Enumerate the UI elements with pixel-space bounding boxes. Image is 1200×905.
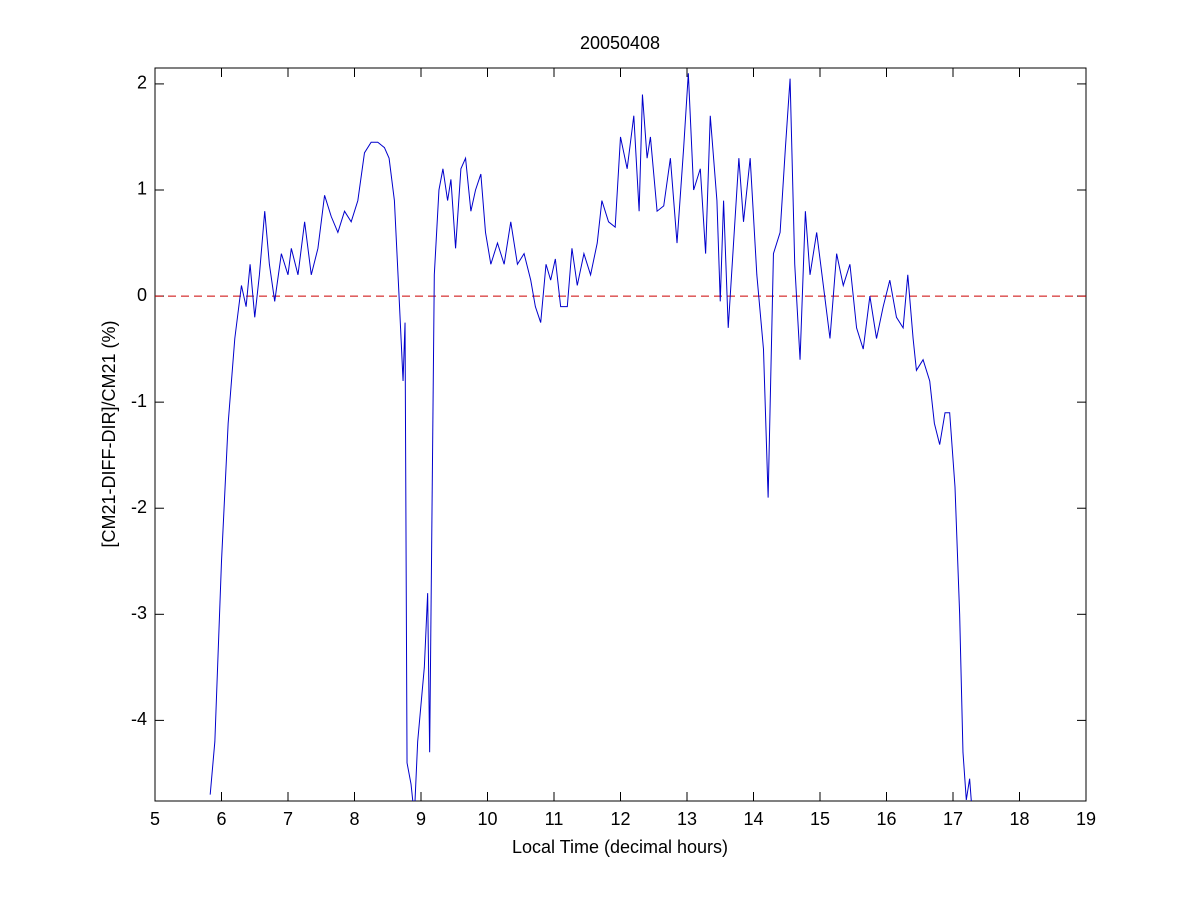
x-tick-label: 11 xyxy=(545,809,564,829)
chart-title: 20050408 xyxy=(580,33,660,53)
x-tick-label: 14 xyxy=(743,809,763,829)
x-tick-label: 8 xyxy=(349,809,359,829)
plot-area xyxy=(154,67,1087,802)
y-tick-label: 2 xyxy=(137,73,147,93)
x-axis-label: Local Time (decimal hours) xyxy=(512,837,728,857)
x-tick-label: 7 xyxy=(283,809,293,829)
y-tick-label: -3 xyxy=(131,603,147,623)
data-line xyxy=(209,73,972,801)
y-tick-label: 1 xyxy=(137,179,147,199)
y-tick-label: 0 xyxy=(137,285,147,305)
x-tick-label: 13 xyxy=(677,809,697,829)
y-tick-label: -1 xyxy=(131,391,147,411)
x-tick-label: 10 xyxy=(477,809,497,829)
x-tick-label: 12 xyxy=(610,809,630,829)
x-tick-label: 15 xyxy=(810,809,830,829)
y-axis-label: [CM21-DIFF-DIR]/CM21 (%) xyxy=(99,320,119,547)
x-tick-label: 9 xyxy=(416,809,426,829)
x-tick-label: 16 xyxy=(876,809,896,829)
x-tick-label: 5 xyxy=(150,809,160,829)
y-tick-label: -4 xyxy=(131,709,147,729)
x-tick-label: 6 xyxy=(216,809,226,829)
x-tick-label: 17 xyxy=(943,809,963,829)
y-tick-label: -2 xyxy=(131,497,147,517)
x-tick-label: 19 xyxy=(1076,809,1096,829)
x-tick-label: 18 xyxy=(1009,809,1029,829)
